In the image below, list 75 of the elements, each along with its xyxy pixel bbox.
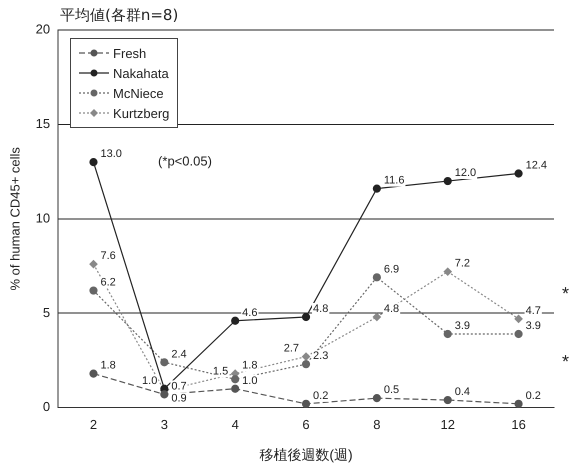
point bbox=[89, 260, 98, 268]
point bbox=[372, 312, 381, 322]
data-label: 12.0 bbox=[454, 167, 476, 180]
x-tick-label: 8 bbox=[373, 416, 380, 432]
x-tick-label: 16 bbox=[511, 416, 526, 432]
legend-label: Fresh bbox=[113, 46, 146, 60]
y-tick-label: 0 bbox=[42, 399, 50, 414]
data-label: 6.2 bbox=[100, 276, 116, 289]
legend-label: Kurtzberg bbox=[113, 106, 170, 120]
data-label: 13.0 bbox=[100, 148, 122, 160]
data-label: 1.0 bbox=[242, 374, 258, 387]
data-label: 3.9 bbox=[454, 320, 470, 332]
data-label: 2.3 bbox=[313, 350, 328, 362]
data-label: 4.7 bbox=[526, 304, 541, 317]
point bbox=[444, 330, 452, 338]
legend-label: Nakahata bbox=[113, 66, 169, 80]
data-label: 0.4 bbox=[454, 386, 470, 398]
legend-label: McNiece bbox=[113, 86, 164, 100]
data-label: 0.5 bbox=[384, 384, 400, 396]
y-tick-label: 20 bbox=[36, 22, 50, 37]
x-tick-label: 2 bbox=[90, 416, 98, 432]
text: * bbox=[562, 283, 570, 304]
point bbox=[444, 176, 452, 186]
point bbox=[231, 375, 240, 384]
data-label: 1.0 bbox=[142, 374, 158, 387]
point bbox=[302, 400, 310, 408]
data-label: 0.2 bbox=[313, 390, 328, 402]
data-label: 4.8 bbox=[384, 303, 400, 316]
data-label: 4.6 bbox=[242, 306, 258, 319]
point bbox=[372, 273, 381, 282]
point bbox=[302, 360, 310, 368]
chart-title: 平均値(各群n=8) bbox=[60, 6, 178, 25]
x-tick-label: 12 bbox=[440, 416, 455, 432]
point bbox=[231, 384, 240, 393]
point bbox=[302, 312, 310, 322]
point bbox=[160, 358, 168, 366]
data-label: 7.2 bbox=[454, 258, 470, 270]
x-tick-label: 4 bbox=[232, 416, 239, 432]
point bbox=[302, 352, 310, 361]
point bbox=[231, 316, 240, 325]
point bbox=[372, 394, 381, 402]
data-label: 0.9 bbox=[171, 392, 187, 405]
y-tick-label: 15 bbox=[36, 116, 50, 131]
text: * bbox=[562, 351, 570, 372]
data-label: 1.8 bbox=[100, 360, 116, 372]
point bbox=[514, 169, 523, 178]
y-axis-title: % of human CD45+ cells bbox=[7, 146, 22, 291]
point bbox=[514, 314, 523, 323]
data-label: 12.4 bbox=[526, 160, 547, 172]
y-tick-label: 5 bbox=[42, 304, 50, 320]
point bbox=[160, 390, 168, 398]
x-tick-label: 6 bbox=[302, 416, 310, 432]
data-label: 0.2 bbox=[526, 390, 541, 402]
point bbox=[444, 268, 452, 276]
data-label: 2.7 bbox=[284, 342, 300, 355]
point bbox=[89, 158, 98, 166]
x-tick-label: 3 bbox=[160, 416, 168, 432]
data-label: 2.4 bbox=[171, 348, 187, 360]
data-label: 0.7 bbox=[171, 380, 187, 392]
point bbox=[372, 184, 381, 193]
point bbox=[514, 400, 523, 408]
x-axis-title: 移植後週数(週) bbox=[259, 446, 353, 462]
data-label: 6.9 bbox=[384, 263, 400, 276]
data-label: 11.6 bbox=[384, 174, 404, 187]
point bbox=[444, 396, 452, 404]
annotation: (*p<0.05) bbox=[158, 154, 212, 169]
y-tick-label: 10 bbox=[36, 210, 50, 226]
data-label: 3.9 bbox=[526, 320, 541, 332]
point bbox=[89, 370, 98, 378]
data-label: 7.6 bbox=[100, 250, 116, 262]
data-label: 1.8 bbox=[242, 360, 258, 372]
point bbox=[89, 286, 98, 295]
data-label: 4.8 bbox=[313, 303, 328, 316]
data-label: 1.5 bbox=[212, 365, 228, 378]
point bbox=[514, 330, 523, 338]
